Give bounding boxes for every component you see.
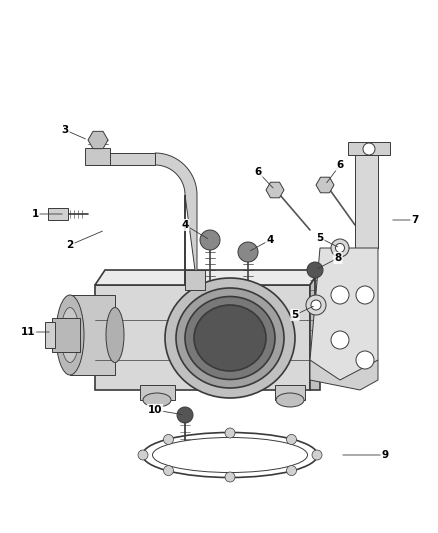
Circle shape [163, 465, 173, 475]
Text: 4: 4 [266, 235, 274, 245]
Text: 11: 11 [21, 327, 35, 337]
Polygon shape [85, 148, 110, 165]
Polygon shape [310, 270, 320, 390]
Circle shape [363, 143, 375, 155]
Ellipse shape [185, 296, 275, 379]
Polygon shape [185, 270, 205, 290]
Polygon shape [88, 131, 108, 149]
Ellipse shape [56, 295, 84, 375]
Circle shape [312, 450, 322, 460]
Polygon shape [275, 385, 305, 400]
Text: 7: 7 [411, 215, 419, 225]
Circle shape [163, 434, 173, 445]
Text: 5: 5 [316, 233, 324, 243]
Text: 1: 1 [32, 209, 39, 219]
Polygon shape [316, 177, 334, 193]
Polygon shape [310, 360, 378, 390]
Circle shape [331, 286, 349, 304]
Circle shape [286, 465, 297, 475]
Polygon shape [45, 322, 55, 348]
Text: 4: 4 [181, 220, 189, 230]
Polygon shape [52, 318, 80, 352]
Polygon shape [70, 295, 115, 375]
Ellipse shape [336, 244, 345, 253]
Polygon shape [310, 248, 378, 380]
Polygon shape [348, 142, 390, 155]
Ellipse shape [306, 295, 326, 315]
Ellipse shape [276, 393, 304, 407]
Polygon shape [155, 153, 197, 285]
Polygon shape [355, 155, 378, 248]
Ellipse shape [176, 288, 284, 388]
Polygon shape [95, 270, 320, 285]
Text: 8: 8 [334, 253, 342, 263]
Ellipse shape [194, 305, 266, 371]
Circle shape [138, 450, 148, 460]
Ellipse shape [61, 308, 79, 362]
Text: 10: 10 [148, 405, 162, 415]
Circle shape [307, 262, 323, 278]
Circle shape [356, 286, 374, 304]
Ellipse shape [143, 393, 171, 407]
Polygon shape [140, 385, 175, 400]
Circle shape [225, 472, 235, 482]
Ellipse shape [152, 438, 307, 472]
Text: 9: 9 [381, 450, 389, 460]
Polygon shape [48, 208, 68, 220]
Text: 5: 5 [291, 310, 299, 320]
Text: 3: 3 [61, 125, 69, 135]
Ellipse shape [331, 239, 349, 257]
Circle shape [331, 331, 349, 349]
Text: 2: 2 [67, 240, 74, 250]
Circle shape [286, 434, 297, 445]
Circle shape [200, 230, 220, 250]
Circle shape [177, 407, 193, 423]
Text: 6: 6 [254, 167, 261, 177]
Circle shape [225, 428, 235, 438]
Polygon shape [266, 182, 284, 198]
Circle shape [356, 351, 374, 369]
Ellipse shape [311, 300, 321, 310]
Ellipse shape [165, 278, 295, 398]
Ellipse shape [106, 308, 124, 362]
Polygon shape [90, 153, 155, 165]
Text: 6: 6 [336, 160, 344, 170]
Polygon shape [95, 285, 310, 390]
Circle shape [238, 242, 258, 262]
